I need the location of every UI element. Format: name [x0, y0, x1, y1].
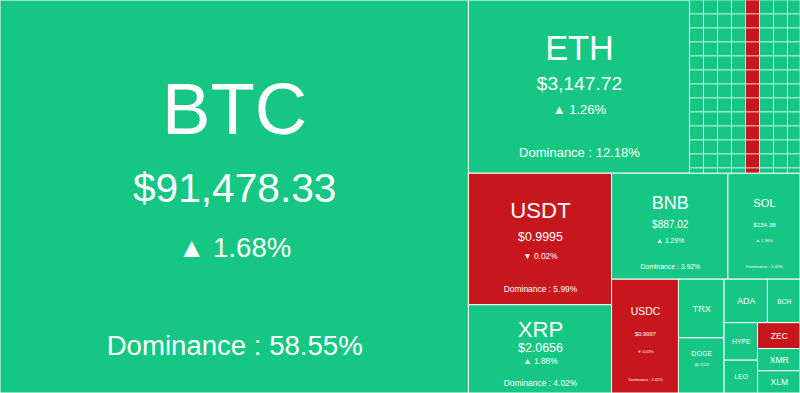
svg-text:▲ 1.88%: ▲ 1.88% [523, 356, 558, 366]
svg-text:TRX: TRX [693, 304, 711, 314]
svg-text:Dominance : 2.42%: Dominance : 2.42% [628, 377, 663, 382]
svg-text:BCH: BCH [777, 298, 791, 305]
svg-text:$0.1523: $0.1523 [695, 362, 710, 367]
svg-text:▲ 1.96%: ▲ 1.96% [756, 238, 774, 243]
svg-text:$0.9997: $0.9997 [635, 331, 656, 337]
svg-text:Dominance : 12.18%: Dominance : 12.18% [519, 145, 640, 160]
svg-text:$91,478.33: $91,478.33 [133, 165, 336, 211]
svg-text:▲ 1.68%: ▲ 1.68% [178, 232, 291, 263]
svg-text:$887.02: $887.02 [652, 219, 689, 230]
svg-text:LEO: LEO [735, 373, 749, 380]
svg-text:HYPE: HYPE [732, 338, 751, 345]
svg-text:▼ 0.03%: ▼ 0.03% [637, 349, 654, 354]
svg-text:ADA: ADA [737, 296, 755, 306]
svg-text:XMR: XMR [770, 355, 789, 365]
svg-text:DOGE: DOGE [691, 350, 712, 357]
svg-text:Dominance : 5.99%: Dominance : 5.99% [504, 284, 578, 294]
svg-text:$3,147.72: $3,147.72 [537, 73, 622, 94]
svg-text:XLM: XLM [770, 377, 788, 387]
svg-text:Dominance : 3.92%: Dominance : 3.92% [640, 263, 700, 270]
svg-text:▼ 0.02%: ▼ 0.02% [523, 251, 558, 261]
svg-text:BTC: BTC [162, 68, 307, 149]
svg-text:USDC: USDC [631, 306, 661, 317]
svg-text:▲ 1.29%: ▲ 1.29% [656, 237, 684, 244]
svg-text:BNB: BNB [652, 193, 689, 213]
svg-text:USDT: USDT [510, 198, 571, 223]
svg-text:ZEC: ZEC [771, 331, 788, 341]
svg-text:ETH: ETH [545, 29, 614, 67]
svg-text:Dominance : 2.43%: Dominance : 2.43% [746, 264, 783, 269]
svg-text:$0.9995: $0.9995 [518, 230, 563, 244]
svg-text:$2.0656: $2.0656 [518, 341, 563, 355]
svg-text:Dominance : 58.55%: Dominance : 58.55% [107, 330, 363, 361]
svg-text:XRP: XRP [518, 317, 564, 342]
svg-text:▲ 1.26%: ▲ 1.26% [553, 102, 607, 117]
svg-text:$134.38: $134.38 [753, 221, 776, 228]
svg-text:SOL: SOL [753, 197, 775, 209]
svg-text:Dominance : 4.02%: Dominance : 4.02% [504, 378, 578, 388]
